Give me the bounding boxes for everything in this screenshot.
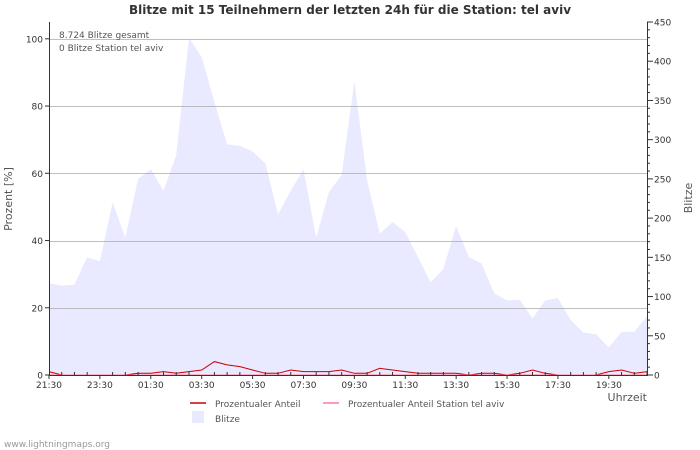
y-right-tick-label: 300 xyxy=(654,136,671,146)
y-right-tick-label: 450 xyxy=(654,19,671,29)
annotation-station: 0 Blitze Station tel aviv xyxy=(59,44,164,54)
legend-label-blitze: Blitze xyxy=(215,415,240,425)
legend-swatch-blitze xyxy=(192,411,204,423)
x-tick-label: 05:30 xyxy=(240,381,266,391)
x-tick-label: 17:30 xyxy=(545,381,571,391)
y-left-tick-label: 80 xyxy=(32,103,44,113)
x-tick-label: 01:30 xyxy=(138,381,164,391)
y-right-tick-label: 100 xyxy=(654,293,671,303)
y-right-tick-label: 350 xyxy=(654,97,671,107)
blitze-area xyxy=(49,37,647,375)
x-tick-label: 21:30 xyxy=(36,381,62,391)
x-axis-label: Uhrzeit xyxy=(608,391,648,404)
y-left-tick-label: 100 xyxy=(26,35,43,45)
axis-layer: 0 20 40 60 80 100 0 50 100 150 200 250 300 350 400 450 2… xyxy=(26,19,672,392)
blitze-area-layer xyxy=(49,37,647,375)
y-left-tick-label: 20 xyxy=(32,304,44,314)
y-right-label: Blitze xyxy=(682,183,695,214)
x-tick-label: 13:30 xyxy=(443,381,469,391)
x-tick-label: 11:30 xyxy=(392,381,418,391)
legend-label-prozentualer-anteil: Prozentualer Anteil xyxy=(215,400,301,410)
legend-label-station: Prozentualer Anteil Station tel aviv xyxy=(348,400,505,410)
y-right-tick-label: 200 xyxy=(654,215,671,225)
y-left-label: Prozent [%] xyxy=(2,167,15,231)
y-right-tick-label: 250 xyxy=(654,175,671,185)
x-tick-label: 19:30 xyxy=(596,381,622,391)
chart-title: Blitze mit 15 Teilnehmern der letzten 24… xyxy=(129,3,571,17)
grid-layer xyxy=(49,39,647,309)
y-right-tick-label: 400 xyxy=(654,58,671,68)
legend: Prozentualer Anteil Prozentualer Anteil … xyxy=(190,400,505,425)
x-tick-label: 15:30 xyxy=(494,381,520,391)
prozentualer-anteil-line xyxy=(48,361,648,376)
y-left-tick-label: 0 xyxy=(37,372,43,382)
y-right-tick-label: 150 xyxy=(654,254,671,264)
y-left-tick-label: 40 xyxy=(32,237,44,247)
y-left-tick-label: 60 xyxy=(32,170,44,180)
annotation-total: 8.724 Blitze gesamt xyxy=(59,31,150,41)
y-right-tick-label: 0 xyxy=(654,372,660,382)
source-footer: www.lightningmaps.org xyxy=(4,440,110,450)
x-tick-label: 07:30 xyxy=(290,381,316,391)
x-tick-label: 23:30 xyxy=(87,381,113,391)
y-right-tick-label: 50 xyxy=(654,332,666,342)
x-tick-label: 09:30 xyxy=(341,381,367,391)
x-tick-label: 03:30 xyxy=(189,381,215,391)
